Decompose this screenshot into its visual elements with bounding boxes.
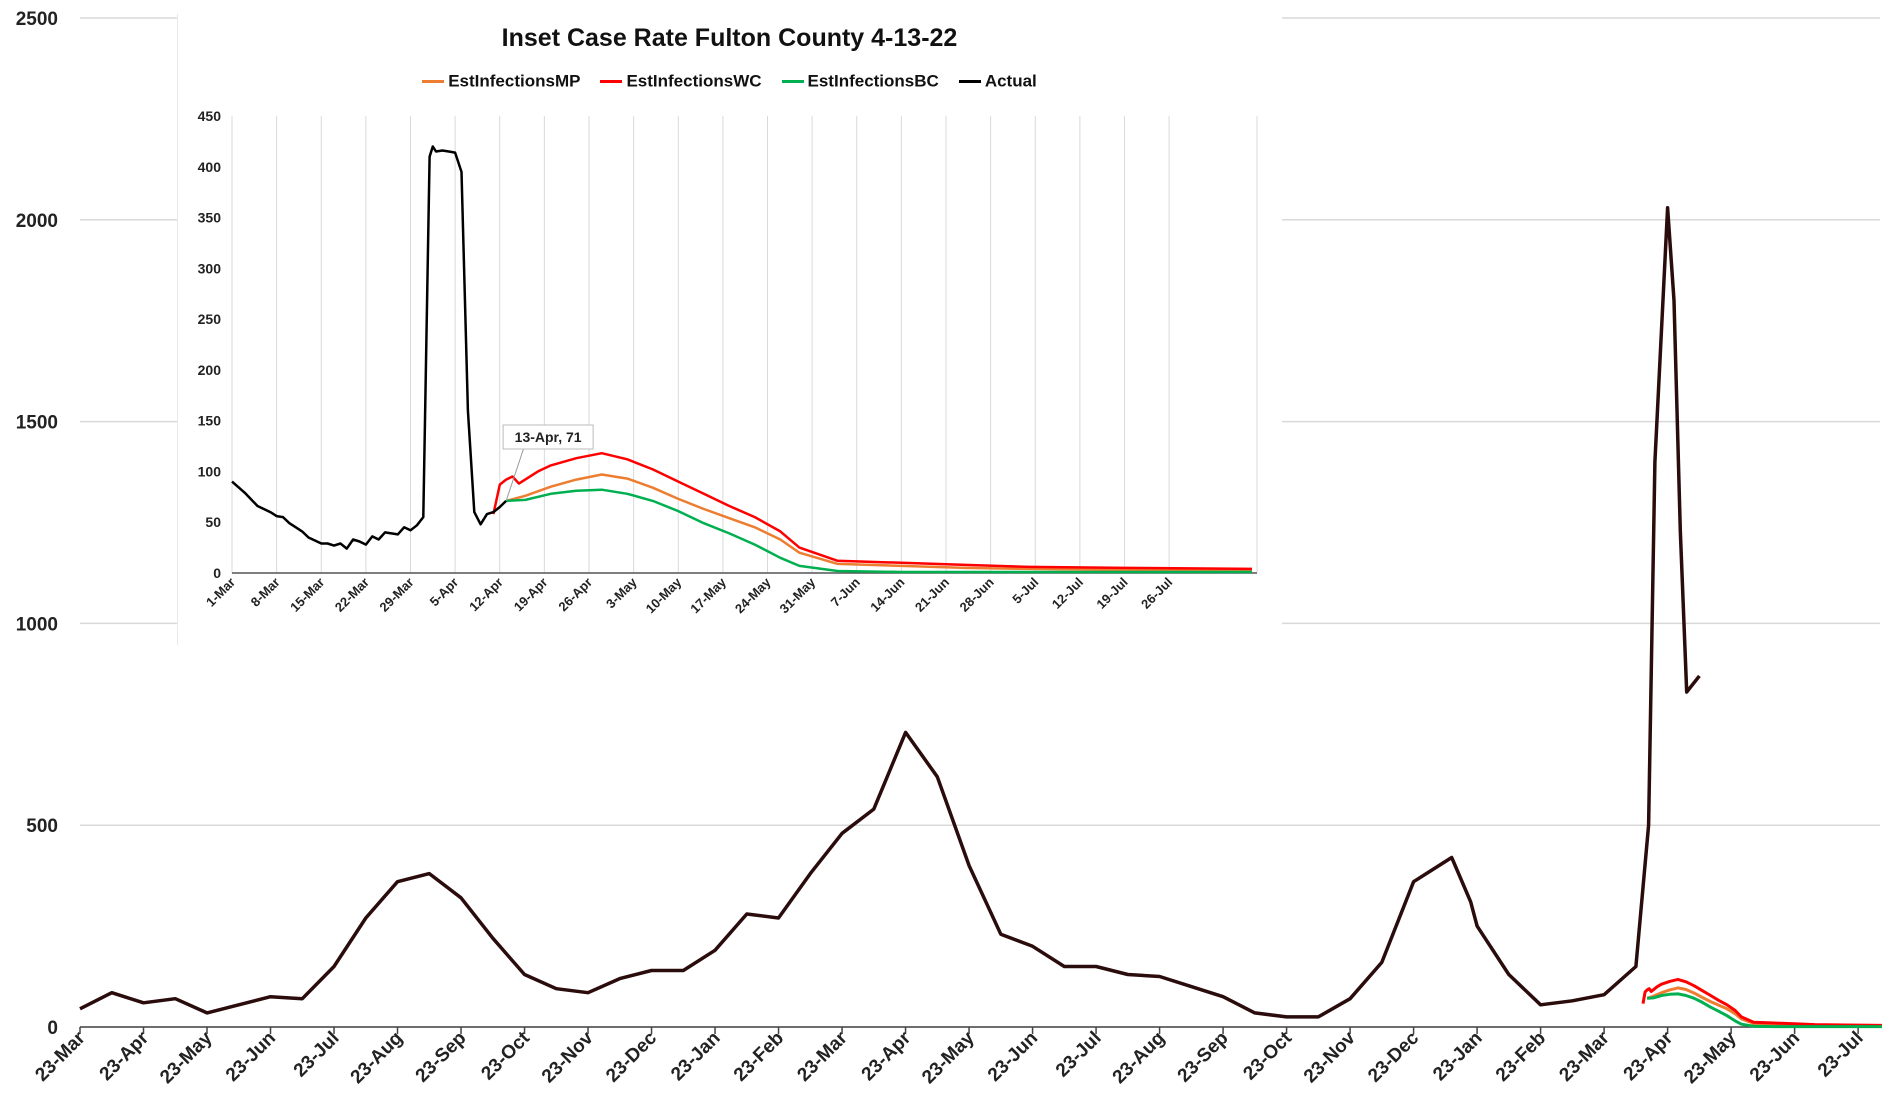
main-projection-line bbox=[1647, 992, 1882, 1029]
inset-chart: 1-Mar 8-Mar 15-Mar 22-Mar 29-Mar 5-Apr 12-Apr 1… bbox=[177, 14, 1258, 645]
main-x-tick-label: 23-Dec bbox=[1364, 1027, 1423, 1086]
main-x-tick-label: 23-Jul bbox=[1814, 1028, 1868, 1082]
legend-item: Actual bbox=[958, 71, 1037, 92]
inset-annotation-leader bbox=[505, 446, 525, 502]
legend-swatch bbox=[958, 80, 981, 84]
legend-item: EstInfectionsBC bbox=[781, 71, 939, 92]
main-x-tick-label: 23-May bbox=[1680, 1027, 1741, 1088]
main-y-tick-label: 1500 bbox=[16, 413, 58, 434]
main-x-tick-label: 23-Jul bbox=[1052, 1028, 1106, 1082]
main-y-tick-label: 0 bbox=[47, 1018, 58, 1039]
main-x-tick-label: 23-Mar bbox=[1555, 1027, 1614, 1086]
inset-annotation-box bbox=[502, 424, 594, 450]
main-y-tick-label: 500 bbox=[26, 816, 58, 837]
main-series-line bbox=[79, 205, 1701, 1019]
main-x-tick-label: 23-Apr bbox=[858, 1027, 916, 1085]
legend-item: EstInfectionsWC bbox=[600, 71, 762, 92]
main-x-tick-label: 23-Feb bbox=[730, 1028, 788, 1086]
inset-x-tick-label: 7-Jun bbox=[828, 574, 863, 609]
inset-y-tick-label: 300 bbox=[198, 260, 222, 276]
legend-swatch bbox=[600, 80, 623, 84]
main-x-tick-label: 23-Sep bbox=[1174, 1028, 1233, 1087]
inset-series-line bbox=[231, 145, 507, 550]
main-x-tick-label: 23-Oct bbox=[477, 1027, 534, 1084]
inset-x-tick-label: 14-Jun bbox=[867, 574, 907, 614]
legend-swatch bbox=[422, 80, 445, 84]
main-x-tick-label: 23-Mar bbox=[31, 1027, 90, 1086]
inset-x-tick-label: 24-May bbox=[732, 574, 774, 616]
inset-legend: EstInfectionsMP EstInfectionsWC EstInfecti… bbox=[177, 71, 1282, 92]
inset-x-tick-label: 22-Mar bbox=[332, 575, 372, 615]
inset-series-line bbox=[506, 488, 1252, 574]
inset-x-tick-label: 19-Apr bbox=[511, 575, 551, 615]
inset-series-line bbox=[492, 451, 1253, 571]
inset-x-tick-label: 12-Apr bbox=[466, 575, 506, 615]
legend-label: EstInfectionsMP bbox=[448, 71, 581, 91]
inset-x-tick-label: 5-Jul bbox=[1009, 575, 1041, 607]
main-x-tick-label: 23-May bbox=[156, 1027, 217, 1088]
main-y-tick-label: 2500 bbox=[16, 9, 58, 30]
inset-x-tick-label: 21-Jun bbox=[912, 574, 952, 614]
inset-chart-panel: Inset Case Rate Fulton County 4-13-22 Es… bbox=[177, 0, 1282, 650]
main-x-tick-label: 23-Dec bbox=[602, 1027, 661, 1086]
legend-label: Actual bbox=[984, 71, 1037, 91]
inset-y-tick-label: 250 bbox=[198, 311, 222, 327]
main-x-tick-label: 23-Sep bbox=[412, 1028, 471, 1087]
main-x-tick-label: 23-Jul bbox=[290, 1028, 344, 1082]
inset-y-tick-label: 50 bbox=[205, 514, 221, 530]
main-x-tick-label: 23-Aug bbox=[1109, 1028, 1169, 1088]
inset-y-tick-label: 350 bbox=[198, 210, 222, 226]
inset-x-tick-label: 8-Mar bbox=[248, 575, 283, 610]
inset-x-tick-label: 15-Mar bbox=[287, 575, 327, 615]
legend-label: EstInfectionsBC bbox=[807, 71, 939, 91]
inset-y-tick-label: 450 bbox=[198, 108, 222, 124]
inset-x-tick-label: 26-Jul bbox=[1138, 575, 1175, 612]
inset-x-tick-label: 3-May bbox=[603, 574, 640, 611]
inset-y-tick-label: 150 bbox=[198, 413, 222, 429]
main-x-tick-label: 23-Nov bbox=[538, 1027, 598, 1087]
legend-swatch bbox=[781, 80, 804, 84]
inset-x-tick-label: 12-Jul bbox=[1049, 575, 1086, 612]
main-x-tick-label: 23-May bbox=[918, 1027, 979, 1088]
main-x-tick-label: 23-Apr bbox=[1620, 1027, 1678, 1085]
legend-item: EstInfectionsMP bbox=[422, 71, 580, 92]
main-x-tick-label: 23-Jun bbox=[1746, 1028, 1804, 1086]
inset-x-tick-label: 29-Mar bbox=[376, 575, 416, 615]
main-x-tick-label: 23-Apr bbox=[96, 1027, 154, 1085]
main-x-tick-label: 23-Jun bbox=[984, 1028, 1042, 1086]
inset-annotation-label: 13-Apr, 71 bbox=[515, 429, 582, 445]
main-x-tick-label: 23-Jan bbox=[667, 1028, 724, 1085]
main-x-tick-label: 23-Aug bbox=[347, 1028, 407, 1088]
main-projection-line bbox=[1641, 977, 1882, 1027]
main-x-tick-label: 23-Oct bbox=[1239, 1027, 1296, 1084]
inset-x-tick-label: 17-May bbox=[687, 574, 729, 616]
inset-chart-title: Inset Case Rate Fulton County 4-13-22 bbox=[501, 24, 958, 52]
inset-y-tick-label: 0 bbox=[213, 565, 221, 581]
inset-x-tick-label: 5-Apr bbox=[427, 575, 462, 610]
inset-x-tick-label: 28-Jun bbox=[957, 574, 997, 614]
main-x-tick-label: 23-Jun bbox=[222, 1028, 280, 1086]
legend-label: EstInfectionsWC bbox=[626, 71, 762, 91]
main-x-tick-label: 23-Jan bbox=[1429, 1028, 1486, 1085]
main-x-tick-label: 23-Nov bbox=[1300, 1027, 1360, 1087]
inset-series-line bbox=[505, 473, 1252, 572]
inset-y-tick-label: 100 bbox=[198, 463, 222, 479]
main-x-tick-label: 23-Mar bbox=[793, 1027, 852, 1086]
main-x-tick-label: 23-Feb bbox=[1492, 1028, 1550, 1086]
inset-x-tick-label: 10-May bbox=[643, 574, 685, 616]
inset-x-tick-label: 19-Jul bbox=[1093, 575, 1130, 612]
inset-x-tick-label: 31-May bbox=[776, 574, 818, 616]
main-y-tick-label: 1000 bbox=[16, 614, 58, 635]
main-y-tick-label: 2000 bbox=[16, 211, 58, 232]
inset-y-tick-label: 400 bbox=[198, 159, 222, 175]
inset-x-tick-label: 26-Apr bbox=[555, 575, 595, 615]
inset-y-tick-label: 200 bbox=[198, 362, 222, 378]
